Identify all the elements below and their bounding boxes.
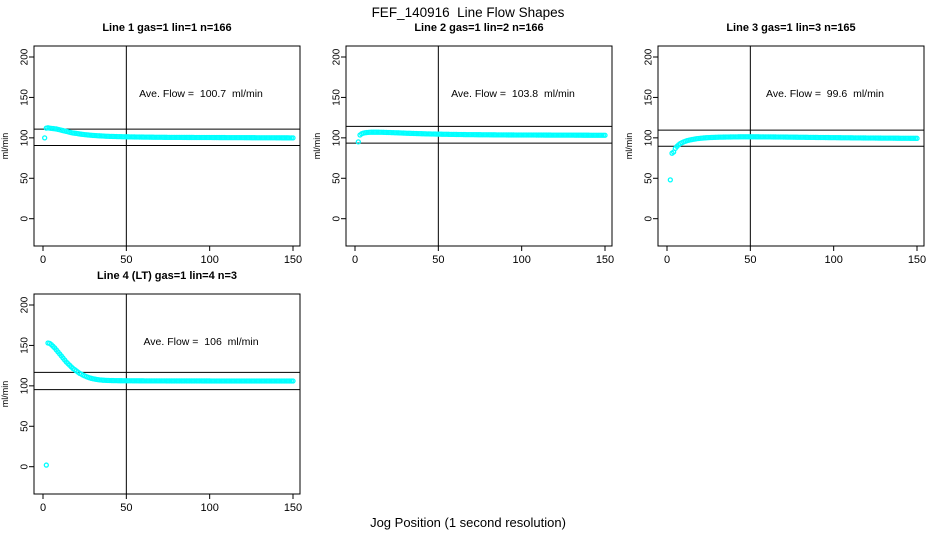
y-tick-label: 50: [20, 172, 31, 184]
panel-1-chart-canvas: 0 50 100 150 200 0 50 100 150 ml/min: [0, 45, 302, 266]
x-tick-label: 150: [284, 254, 302, 266]
y-tick-label: 0: [332, 215, 343, 221]
y-axis: 0 50 100 150 200: [20, 48, 34, 221]
x-tick-label: 50: [120, 254, 132, 266]
panel-grid: Line 1 gas=1 lin=1 n=166 0 50 100 150 200 0 50…: [0, 20, 936, 516]
y-tick-label: 200: [20, 48, 31, 65]
x-tick-label: 100: [512, 254, 530, 266]
x-tick-label: 100: [200, 254, 218, 266]
y-tick-label: 200: [332, 48, 343, 65]
panel-4-chart-canvas: 0 50 100 150 200 0 50 100 150 ml/min: [0, 293, 302, 514]
y-tick-label: 0: [20, 215, 31, 221]
y-tick-label: 100: [20, 377, 31, 394]
y-tick-label: 50: [20, 420, 31, 432]
panel-line-4: Line 4 (LT) gas=1 lin=4 n=3 0 50 100 150 200…: [0, 268, 312, 516]
panel-1-ave-flow-label: Ave. Flow = 100.7 ml/min: [139, 88, 263, 100]
plot-frame: [33, 45, 301, 247]
panel-2-ave-flow-label: Ave. Flow = 103.8 ml/min: [451, 88, 575, 100]
panel-2-chart-canvas: 0 50 100 150 200 0 50 100 150 ml/min: [312, 45, 614, 266]
panel-line-1: Line 1 gas=1 lin=1 n=166 0 50 100 150 200 0 50…: [0, 20, 312, 268]
panel-3-plot: 0 50 100 150 200 0 50 100 150 ml/min Ave. Flow = …: [624, 36, 936, 268]
x-axis: 0 50 100 150: [664, 246, 926, 266]
panel-line-2: Line 2 gas=1 lin=2 n=166 0 50 100 150 200 0 50…: [312, 20, 624, 268]
panel-3-title: Line 3 gas=1 lin=3 n=165: [726, 22, 856, 34]
y-tick-label: 0: [20, 463, 31, 469]
panel-3-chart-canvas: 0 50 100 150 200 0 50 100 150 ml/min: [624, 45, 926, 266]
x-tick-label: 0: [352, 254, 358, 266]
x-axis: 0 50 100 150: [40, 494, 302, 514]
panel-4-ave-flow-label: Ave. Flow = 106 ml/min: [143, 336, 259, 348]
x-tick-label: 0: [40, 502, 46, 514]
y-tick-label: 100: [332, 129, 343, 146]
figure-title: FEF_140916 Line Flow Shapes: [371, 5, 565, 20]
panel-1-title: Line 1 gas=1 lin=1 n=166: [102, 22, 232, 34]
panel-line-3: Line 3 gas=1 lin=3 n=165 0 50 100 150 200 0 50…: [624, 20, 936, 268]
data-points: [43, 340, 296, 468]
y-axis: 0 50 100 150 200: [20, 296, 34, 469]
y-axis-label: ml/min: [312, 133, 322, 160]
data-points: [42, 125, 296, 141]
x-tick-label: 100: [824, 254, 842, 266]
plot-frame: [345, 45, 613, 247]
x-tick-label: 50: [120, 502, 132, 514]
data-points: [355, 129, 608, 145]
y-tick-label: 150: [332, 89, 343, 106]
y-axis-label: ml/min: [0, 133, 10, 160]
x-tick-label: 150: [908, 254, 926, 266]
x-axis: 0 50 100 150: [352, 246, 614, 266]
y-tick-label: 200: [644, 48, 655, 65]
plot-frame: [657, 45, 925, 247]
x-tick-label: 50: [432, 254, 444, 266]
panel-1-plot: 0 50 100 150 200 0 50 100 150 ml/min Ave. Flow = …: [0, 36, 312, 268]
panel-4-title: Line 4 (LT) gas=1 lin=4 n=3: [96, 270, 238, 282]
y-tick-label: 200: [20, 296, 31, 313]
x-tick-label: 100: [200, 502, 218, 514]
x-tick-label: 0: [40, 254, 46, 266]
y-tick-label: 150: [20, 337, 31, 354]
x-axis: 0 50 100 150: [40, 246, 302, 266]
y-tick-label: 0: [644, 215, 655, 221]
plot-frame: [33, 293, 301, 495]
x-tick-label: 50: [744, 254, 756, 266]
panel-2-plot: 0 50 100 150 200 0 50 100 150 ml/min Ave. Flow = …: [312, 36, 624, 268]
y-tick-label: 150: [20, 89, 31, 106]
y-axis-label: ml/min: [0, 381, 10, 408]
y-axis: 0 50 100 150 200: [644, 48, 658, 221]
y-axis: 0 50 100 150 200: [332, 48, 346, 221]
y-tick-label: 100: [644, 129, 655, 146]
panel-4-plot: 0 50 100 150 200 0 50 100 150 ml/min Ave. Flow = …: [0, 284, 312, 516]
panel-2-title: Line 2 gas=1 lin=2 n=166: [414, 22, 544, 34]
y-tick-label: 150: [644, 89, 655, 106]
x-tick-label: 0: [664, 254, 670, 266]
data-points: [667, 134, 920, 183]
y-tick-label: 50: [644, 172, 655, 184]
panel-3-ave-flow-label: Ave. Flow = 99.6 ml/min: [766, 88, 884, 100]
y-tick-label: 50: [332, 172, 343, 184]
y-tick-label: 100: [20, 129, 31, 146]
x-tick-label: 150: [284, 502, 302, 514]
x-axis-figure-label: Jog Position (1 second resolution): [370, 515, 566, 530]
y-axis-label: ml/min: [624, 133, 634, 160]
x-tick-label: 150: [596, 254, 614, 266]
